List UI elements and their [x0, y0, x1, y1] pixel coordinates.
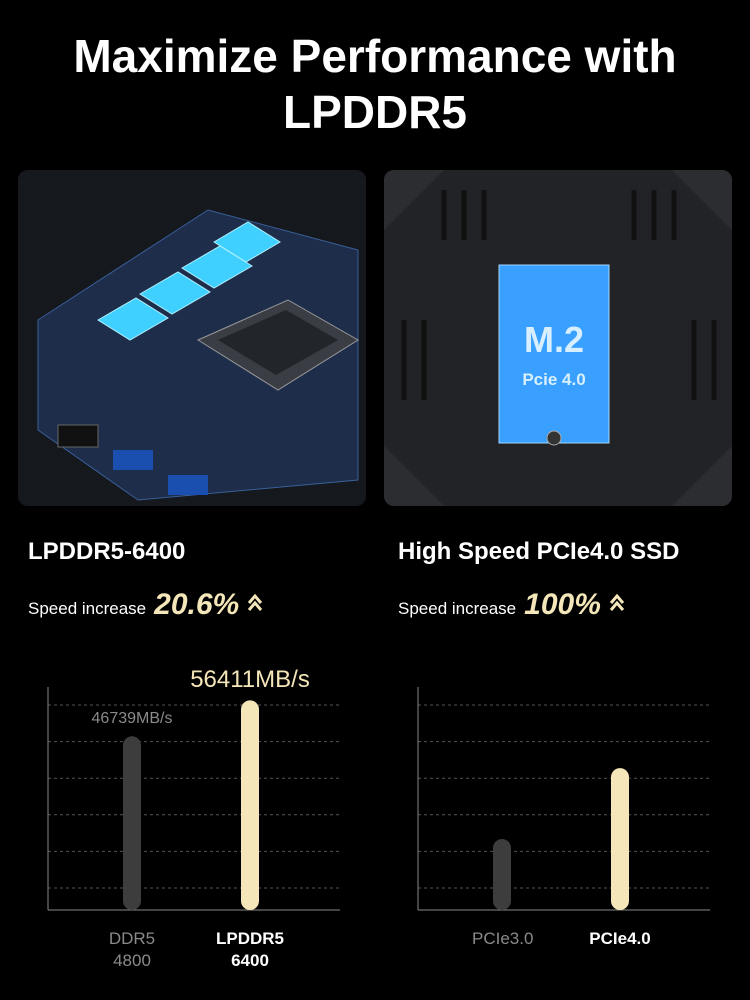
bar	[493, 839, 511, 910]
speed-row: Speed increase 20.6%	[28, 588, 263, 622]
subtitle: Speed increase	[398, 599, 517, 618]
highlight: 20.6%	[154, 588, 240, 621]
bar	[611, 768, 629, 910]
illustration	[18, 170, 366, 506]
bar	[241, 700, 259, 910]
bar	[123, 736, 141, 910]
x-tick-label: PCIe4.0	[589, 929, 651, 948]
illustration: M.2 Pcie 4.0	[384, 170, 732, 506]
value-label: 56411MB/s	[190, 666, 310, 694]
up-arrow	[248, 593, 263, 611]
product-image-ram	[18, 170, 366, 506]
x-tick-label: PCIe3.0	[472, 929, 534, 948]
speed-row: Speed increase 100%	[398, 588, 625, 622]
value-label: 46739MB/s	[91, 710, 173, 728]
page-title: Maximize Performance with LPDDR5	[73, 30, 677, 138]
subtitle: Speed increase	[28, 599, 147, 618]
chart-title: LPDDR5-6400	[28, 538, 186, 565]
card-label: M.2	[524, 319, 584, 360]
up-arrow	[609, 593, 625, 611]
chart-title: High Speed PCIe4.0 SSD	[398, 538, 680, 565]
highlight: 100%	[524, 588, 601, 621]
x-tick-label: DDR5 4800	[108, 929, 156, 970]
card-sublabel: Pcie 4.0	[522, 370, 585, 389]
x-tick-label: LPDDR5 6400	[215, 929, 284, 970]
product-image-ssd: M.2 Pcie 4.0	[384, 170, 732, 506]
